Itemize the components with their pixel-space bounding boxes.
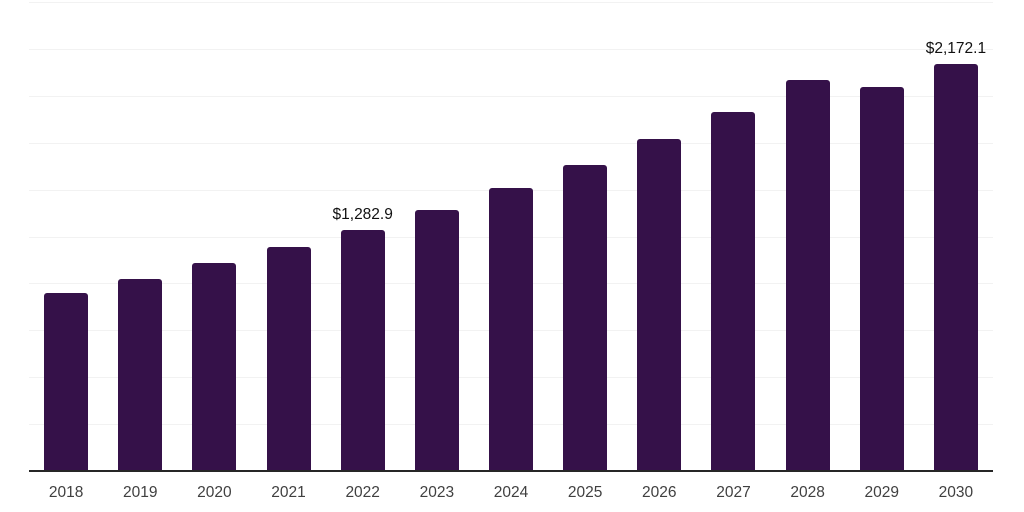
gridline — [29, 95, 993, 97]
bar-value-label-2022: $1,282.9 — [332, 206, 393, 224]
bar-2030 — [933, 63, 978, 471]
bar-2021 — [266, 247, 311, 471]
bar-2025 — [563, 165, 608, 471]
x-axis-line — [29, 470, 993, 472]
bar-2024 — [489, 188, 533, 471]
x-tick-2019: 2019 — [122, 484, 158, 501]
bar-2023 — [414, 210, 459, 471]
x-tick-2023: 2023 — [419, 484, 455, 501]
bar-2027 — [711, 112, 756, 471]
x-tick-2026: 2026 — [642, 484, 677, 501]
gridline — [29, 142, 993, 144]
gridline — [29, 2, 993, 3]
x-tick-2025: 2025 — [567, 484, 603, 501]
x-tick-2020: 2020 — [197, 484, 232, 501]
x-tick-2029: 2029 — [864, 484, 899, 501]
bar-2020 — [192, 262, 237, 471]
x-tick-2021: 2021 — [271, 484, 306, 501]
x-tick-2024: 2024 — [493, 484, 529, 501]
x-tick-2030: 2030 — [938, 484, 974, 501]
plot-area: $1,282.9 $2,172.1 — [29, 2, 993, 471]
bar-2028 — [785, 80, 830, 471]
gridline — [29, 48, 993, 50]
bar-value-label-2030: $2,172.1 — [925, 39, 987, 57]
x-tick-2022: 2022 — [345, 484, 380, 501]
bar-2026 — [637, 138, 682, 471]
x-tick-2018: 2018 — [48, 484, 84, 501]
bar-2022 — [340, 230, 385, 471]
x-tick-2028: 2028 — [790, 484, 825, 501]
x-tick-2027: 2027 — [716, 484, 751, 501]
bar-2018 — [44, 292, 89, 471]
bar-2029 — [859, 86, 904, 471]
bar-2019 — [118, 279, 163, 471]
